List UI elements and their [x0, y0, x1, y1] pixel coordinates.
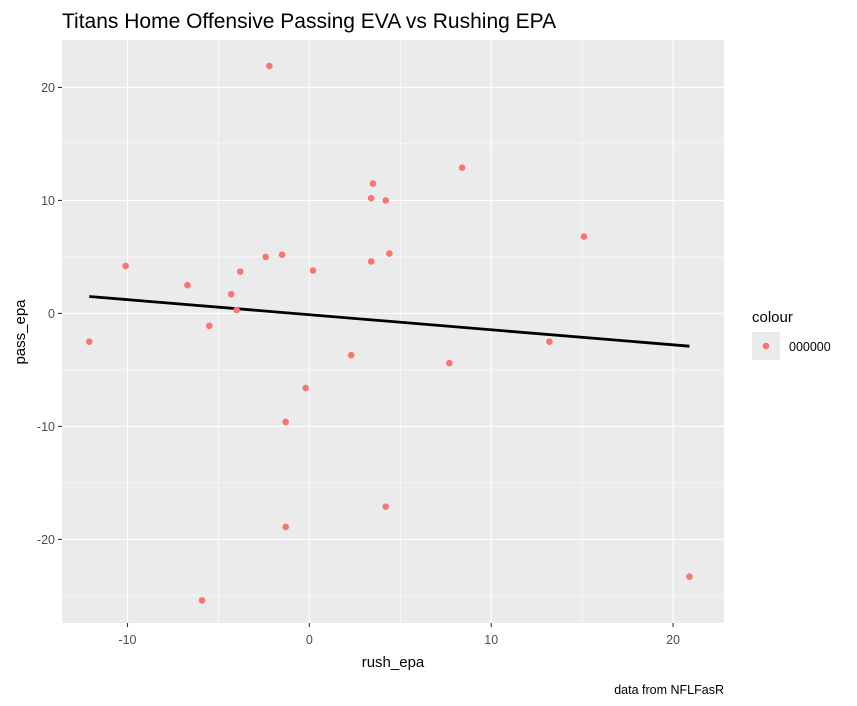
- data-point: [236, 268, 244, 275]
- data-point: [382, 503, 390, 510]
- trend-line-layer: [89, 295, 690, 348]
- y-tick-label: 0: [48, 307, 55, 321]
- legend-title: colour: [752, 309, 793, 326]
- data-point: [367, 194, 375, 202]
- data-point: [686, 573, 693, 580]
- data-point: [282, 523, 289, 531]
- data-point: [227, 290, 235, 298]
- y-tick-label: -10: [37, 420, 55, 434]
- chart-caption: data from NFLFasR: [614, 683, 724, 697]
- data-point: [122, 262, 129, 270]
- data-point: [382, 197, 390, 204]
- legend-label: 000000: [789, 340, 831, 354]
- x-tick-label: 20: [666, 633, 680, 647]
- data-point: [546, 338, 553, 345]
- x-tick-label: 10: [484, 633, 498, 647]
- y-axis-title: pass_epa: [12, 299, 29, 365]
- data-point: [85, 338, 93, 345]
- data-point: [580, 233, 588, 240]
- minor-gridlines: [62, 40, 724, 623]
- chart-title: Titans Home Offensive Passing EVA vs Rus…: [62, 10, 556, 33]
- data-point: [386, 250, 393, 257]
- plot-panel: [62, 40, 724, 623]
- legend-marker: [762, 342, 770, 350]
- y-axis: -20 -10 0 10 20: [37, 81, 62, 547]
- x-axis-title: rush_epa: [362, 654, 425, 671]
- data-point: [233, 306, 240, 314]
- y-tick-label: -20: [37, 533, 55, 547]
- y-tick-label: 10: [41, 194, 55, 208]
- data-point: [458, 164, 466, 171]
- major-gridlines: [62, 40, 724, 623]
- x-axis: -10 0 10 20: [118, 623, 680, 647]
- data-point: [206, 322, 213, 330]
- y-tick-label: 20: [41, 81, 55, 95]
- data-point: [184, 281, 191, 289]
- data-point: [262, 253, 269, 261]
- trend-line: [89, 295, 690, 348]
- data-point: [266, 62, 273, 70]
- data-point: [278, 251, 286, 258]
- data-point: [309, 267, 317, 274]
- data-point: [446, 359, 453, 367]
- data-point: [369, 180, 377, 187]
- data-point: [347, 351, 355, 359]
- x-tick-label: -10: [118, 633, 136, 647]
- points-layer: [85, 62, 693, 604]
- data-point: [302, 384, 310, 392]
- x-tick-label: 0: [306, 633, 313, 647]
- data-point: [282, 418, 289, 426]
- legend: colour 000000: [752, 309, 831, 360]
- data-point: [198, 597, 206, 604]
- data-point: [367, 258, 375, 265]
